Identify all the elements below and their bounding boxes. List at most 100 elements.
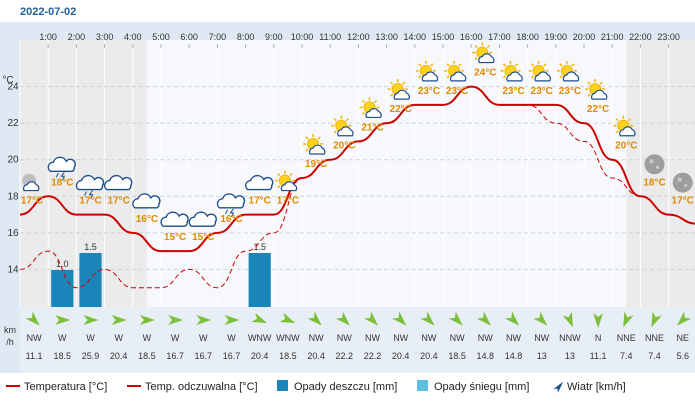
y-axis-bg [0, 44, 20, 374]
wind-direction-label: NW [27, 333, 42, 343]
rain-drop [225, 209, 228, 215]
wind-speed-label: 22.2 [364, 351, 382, 361]
cloud-shape [22, 181, 40, 192]
wind-arrow-shape [251, 312, 268, 324]
wind-speed-label: 13 [565, 351, 575, 361]
wind-speed-label: 5.6 [676, 351, 689, 361]
temperature-label: 17°C [21, 196, 43, 207]
y-tick-label: 24 [7, 82, 19, 93]
sun-ray [446, 63, 450, 67]
moon-crater [655, 165, 660, 169]
cloud-shape [619, 126, 636, 137]
sun-ray [402, 81, 406, 85]
wind-arrow-icon [420, 311, 435, 326]
wind-arrow-icon [55, 315, 71, 326]
cloud-shape [160, 211, 189, 227]
hour-label: 8:00 [237, 32, 255, 42]
hour-label: 11:00 [319, 32, 341, 42]
wind-speed-label: 16.7 [195, 351, 213, 361]
sun-ray [587, 81, 591, 85]
wind-direction-label: NW [393, 333, 408, 343]
wind-speed-label: 20.4 [307, 351, 325, 361]
wind-arrow-shape [677, 311, 692, 326]
cloud-shape [132, 193, 161, 209]
cloud-shape [393, 89, 410, 100]
wind-arrow-shape [533, 311, 548, 326]
hour-label: 22:00 [629, 32, 652, 42]
hour-label: 10:00 [291, 32, 314, 42]
wind-direction-label: W [199, 333, 208, 343]
cloud-shape [188, 211, 217, 227]
y-tick-label: 14 [7, 264, 19, 275]
temperature-label: 16°C [220, 214, 242, 225]
wind-arrow-icon [533, 311, 548, 326]
sun-ray [373, 99, 378, 104]
sun-ray [277, 184, 281, 189]
temperature-label: 22°C [587, 104, 609, 115]
cloud-shape [280, 181, 298, 192]
wind-direction-label: N [595, 333, 602, 343]
wind-direction-label: NE [676, 333, 689, 343]
sun-ray [559, 75, 563, 79]
wind-arrow-shape [139, 315, 155, 326]
wind-arrow-shape [651, 311, 662, 328]
sun-ray [277, 172, 281, 177]
sun-cloud-icon [444, 60, 467, 82]
wind-unit-label: /h [6, 337, 14, 347]
cloud-shape [421, 71, 439, 82]
cloud-shape [449, 71, 467, 82]
wind-direction-label: NW [309, 333, 324, 343]
hour-label: 6:00 [180, 32, 198, 42]
temperature-label: 23°C [559, 86, 581, 97]
wind-arrow-shape [307, 311, 322, 326]
wind-speed-label: 22.2 [336, 351, 354, 361]
wind-arrow-icon [448, 311, 463, 326]
temperature-label: 16°C [136, 214, 158, 225]
hour-label: 3:00 [96, 32, 114, 42]
temperature-label: 15°C [192, 232, 214, 243]
temperature-label: 20°C [615, 141, 637, 152]
sun-ray [486, 44, 490, 49]
lightning-bolt [60, 171, 66, 181]
wind-speed-label: 18.5 [448, 351, 466, 361]
cloud-icon [245, 174, 274, 191]
cloud-shape [506, 71, 523, 82]
sun-ray [474, 56, 478, 61]
cloud-icon [188, 211, 217, 227]
sun-ray [317, 136, 321, 140]
wind-arrow-shape [623, 311, 634, 328]
cloud-shape [562, 71, 580, 82]
temperature-label: 17°C [672, 196, 694, 207]
cloud-shape [590, 89, 608, 100]
wind-speed-label: 18.5 [54, 351, 72, 361]
wind-speed-label: 11.1 [590, 351, 607, 361]
sun-ray [418, 75, 422, 79]
hour-label: 23:00 [657, 32, 680, 42]
hour-label: 2:00 [68, 32, 86, 42]
rain-bar [79, 253, 102, 307]
wind-speed-label: 25.9 [82, 351, 100, 361]
sun-ray [474, 44, 478, 49]
moon-icon [672, 172, 693, 193]
sun-ray [627, 118, 631, 122]
wind-arrow-shape [196, 314, 212, 325]
wind-direction-label: NW [421, 333, 436, 343]
wind-row-bg [20, 307, 695, 373]
legend-rain-swatch [277, 380, 288, 391]
hour-label: 7:00 [209, 32, 227, 42]
sun-ray [361, 111, 366, 116]
temperature-label: 17°C [249, 196, 271, 207]
sun-cloud-icon [472, 42, 495, 64]
wind-speed-label: 20.4 [392, 351, 410, 361]
rain-value-label: 1.5 [84, 242, 97, 252]
temperature-label: 17°C [79, 196, 101, 207]
hour-header-bg [0, 22, 695, 44]
sun-ray [502, 63, 507, 67]
wind-arrow-icon [307, 311, 322, 326]
sun-cloud-icon [556, 60, 580, 82]
wind-speed-label: 18.5 [138, 351, 156, 361]
wind-arrow-icon [83, 315, 99, 325]
y-tick-label: 22 [7, 118, 19, 129]
wind-speed-label: 20.4 [251, 351, 269, 361]
